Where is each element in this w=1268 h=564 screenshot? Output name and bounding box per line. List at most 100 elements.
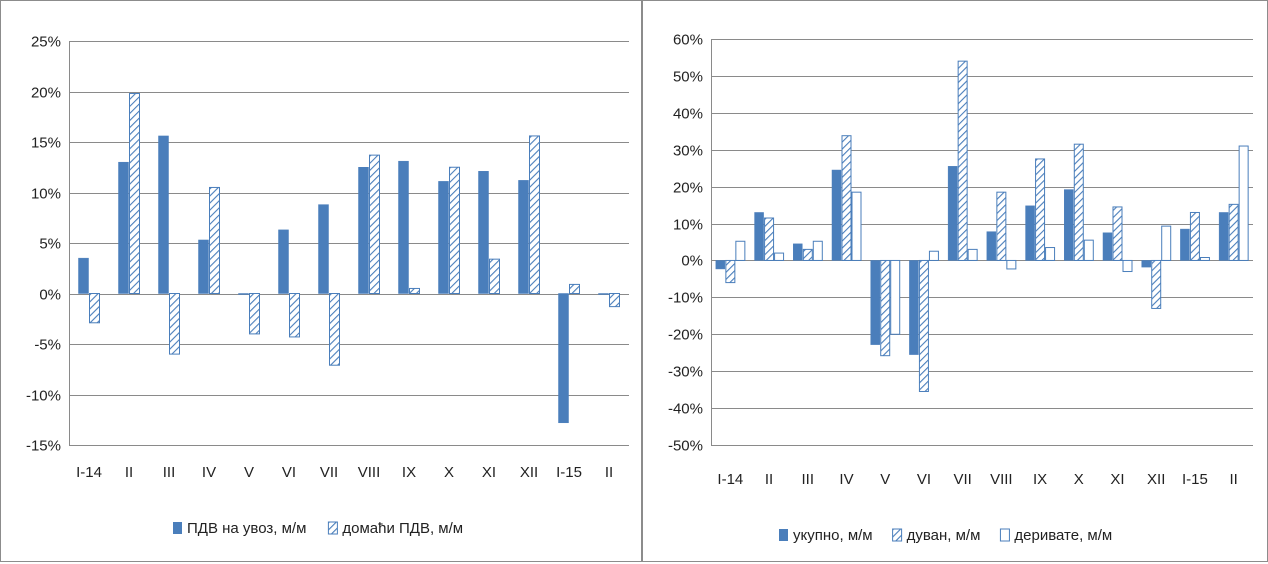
bar (1151, 259, 1162, 309)
y-tick-label: -15% (26, 438, 61, 455)
x-tick-label: VIII (990, 471, 1013, 488)
bar (558, 293, 569, 424)
x-tick-label: X (444, 464, 454, 481)
y-tick-label: 0% (681, 253, 703, 270)
x-tick-label: VII (953, 471, 971, 488)
bar (369, 154, 380, 294)
x-tick-label: VIII (358, 464, 381, 481)
bar (715, 260, 726, 270)
bar (249, 293, 260, 335)
legend-swatch (173, 522, 182, 534)
y-tick-label: 20% (673, 180, 703, 197)
bar (609, 293, 620, 308)
bar (209, 186, 220, 294)
x-tick-label: V (244, 464, 254, 481)
y-tick-label: 15% (31, 135, 61, 152)
bar (1102, 232, 1113, 261)
bar (841, 135, 852, 261)
bar (1045, 247, 1056, 261)
x-tick-label: II (765, 471, 773, 488)
x-tick-label: I-14 (717, 471, 743, 488)
bar (1073, 143, 1084, 261)
y-tick-label: 10% (31, 186, 61, 203)
bar (1141, 260, 1151, 268)
bar (928, 250, 939, 261)
legend-swatch (327, 521, 338, 535)
bar (1035, 158, 1046, 261)
legend-label: деривате, м/м (1014, 527, 1112, 544)
x-tick-label: XI (1110, 471, 1124, 488)
bar (851, 191, 862, 261)
y-tick-label: 5% (39, 236, 61, 253)
x-tick-label: II (1229, 471, 1237, 488)
legend-label: укупно, м/м (793, 527, 873, 544)
chart-panel-left: 25% 20% 15% 10% 5% 0% -5% -10% -15% I-14 II III IV V V… (0, 0, 642, 562)
bar (329, 293, 340, 366)
x-tick-label: III (802, 471, 815, 488)
bar (1112, 206, 1123, 261)
bar (725, 259, 736, 284)
bar (1189, 211, 1200, 261)
legend-swatch (999, 528, 1010, 542)
x-tick-label: XII (1147, 471, 1165, 488)
x-tick-label: VI (282, 464, 296, 481)
bar (518, 180, 529, 294)
legend-label: дуван, м/м (907, 527, 981, 544)
bar (1122, 259, 1133, 273)
x-tick-label: VII (320, 464, 338, 481)
bar (957, 60, 968, 261)
bar (438, 181, 449, 294)
bar (1199, 257, 1210, 261)
y-tick-label: 50% (673, 69, 703, 86)
bar (986, 231, 997, 261)
y-tick-label: -10% (26, 388, 61, 405)
x-tick-label: IX (402, 464, 416, 481)
x-tick-label: I-14 (76, 464, 102, 481)
y-tick-label: 10% (673, 217, 703, 234)
bar (870, 260, 880, 345)
bar (89, 293, 100, 324)
bar (947, 166, 958, 261)
legend-label: ПДВ на увоз, м/м (187, 520, 306, 537)
bar (880, 259, 891, 357)
bar (764, 217, 775, 261)
bar (1006, 259, 1017, 270)
y-tick-label: 0% (39, 287, 61, 304)
bar (198, 239, 209, 294)
legend-swatch (779, 529, 788, 541)
legend-label: домаћи ПДВ, м/м (342, 520, 463, 537)
y-tick-label: -30% (668, 364, 703, 381)
bar (1180, 228, 1190, 261)
y-tick-label: -50% (668, 438, 703, 455)
x-tick-label: IV (839, 471, 853, 488)
bar (831, 169, 842, 261)
x-tick-label: IX (1033, 471, 1047, 488)
bar (774, 252, 785, 261)
bar (1228, 203, 1239, 261)
bar (238, 293, 249, 295)
x-tick-label: X (1074, 471, 1084, 488)
bar (1238, 145, 1249, 261)
bar (118, 161, 129, 294)
bar (289, 293, 300, 338)
x-tick-label: I-15 (1182, 471, 1208, 488)
bar (996, 191, 1007, 261)
bar-chart-left: 25%20%15%10%5%0%-5%-10%-15%I-14 II III IV V V… (26, 34, 629, 537)
bar (409, 287, 420, 295)
bar (1161, 225, 1172, 261)
legend-swatch (892, 528, 903, 542)
x-tick-label: II (605, 464, 613, 481)
y-tick-label: 20% (31, 85, 61, 102)
bar (129, 93, 140, 294)
bar (909, 260, 919, 355)
bar (890, 259, 901, 335)
bar (78, 257, 89, 294)
bar (598, 293, 609, 295)
x-tick-label: III (163, 464, 176, 481)
bar (1083, 239, 1094, 261)
y-tick-label: 40% (673, 106, 703, 123)
bar (569, 283, 580, 295)
y-tick-label: -5% (34, 337, 61, 354)
bar (754, 212, 764, 261)
bar (158, 135, 169, 294)
